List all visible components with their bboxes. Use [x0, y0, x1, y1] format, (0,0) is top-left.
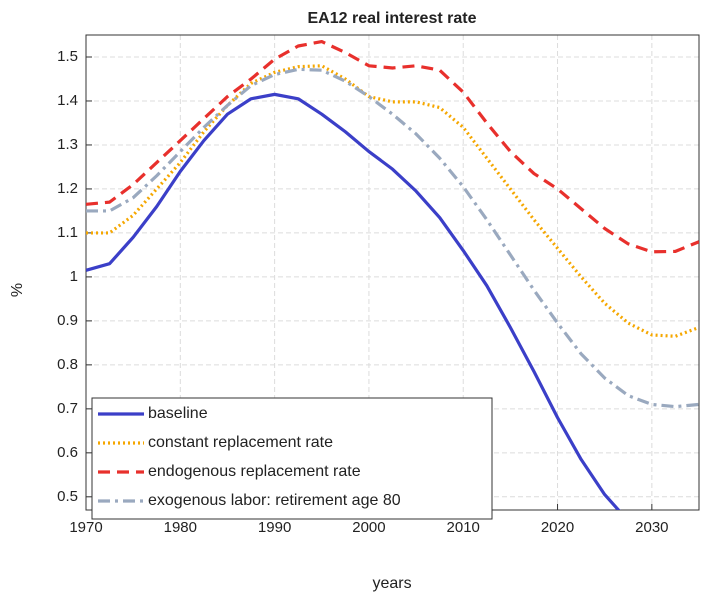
- y-tick-label: 0.8: [57, 356, 78, 373]
- data-line: [86, 39, 699, 254]
- y-tick-label: 0.7: [57, 400, 78, 417]
- x-tick-label: 1970: [69, 519, 102, 536]
- y-tick-label: 1.5: [57, 48, 78, 65]
- y-tick-label: 0.9: [57, 312, 78, 329]
- y-axis-label: %: [9, 283, 26, 297]
- x-tick-label: 1980: [164, 519, 197, 536]
- legend-label: baseline: [148, 405, 208, 422]
- y-tick-label: 1.3: [57, 136, 78, 153]
- legend-label: constant replacement rate: [148, 434, 333, 451]
- plot-area: [86, 39, 699, 510]
- x-tick-label: 2010: [447, 519, 480, 536]
- data-line: [86, 64, 699, 338]
- x-tick-label: 1990: [258, 519, 291, 536]
- data-line: [86, 67, 699, 409]
- data-line: [86, 92, 621, 510]
- x-axis-label: years: [372, 575, 411, 592]
- y-tick-label: 1.4: [57, 92, 78, 109]
- y-tick-label: 1.1: [57, 224, 78, 241]
- legend-label: endogenous replacement rate: [148, 463, 361, 480]
- y-tick-label: 1.2: [57, 180, 78, 197]
- y-tick-label: 0.5: [57, 488, 78, 505]
- x-tick-label: 2000: [352, 519, 385, 536]
- y-tick-label: 0.6: [57, 444, 78, 461]
- x-tick-label: 2030: [635, 519, 668, 536]
- chart-title: EA12 real interest rate: [308, 10, 477, 27]
- x-tick-label: 2020: [541, 519, 574, 536]
- legend-label: exogenous labor: retirement age 80: [148, 492, 401, 509]
- y-tick-label: 1: [70, 268, 78, 285]
- legend-box: [91, 397, 493, 520]
